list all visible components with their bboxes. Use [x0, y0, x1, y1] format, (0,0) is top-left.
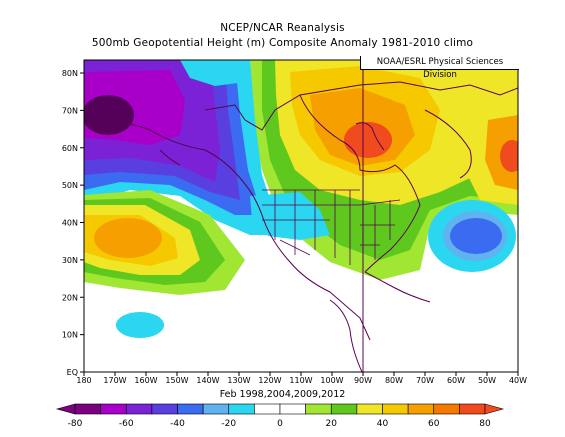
longitude-label: 80W — [385, 376, 403, 385]
atlantic-trough-blue — [450, 218, 502, 254]
latitude-label: 40N — [62, 219, 78, 228]
longitude-label: 70W — [416, 376, 434, 385]
colorbar-tick-label: -60 — [119, 419, 134, 429]
longitude-axis: 180 170W 160W 150W 140W 130W 120W 110W 100W 90W 80… — [76, 372, 527, 385]
colorbar-segment — [459, 403, 486, 415]
longitude-label: 130W — [227, 376, 250, 385]
colorbar-segment — [382, 403, 409, 415]
latitude-axis: 80N 70N 60N 50N 40N 30N 20N 10N EQ — [62, 69, 84, 377]
southwest-low-cyan — [250, 192, 330, 240]
credit-label: NOAA/ESRL Physical Sciences Division — [360, 56, 519, 80]
figure-title: NCEP/NCAR Reanalysis — [220, 22, 345, 34]
latitude-label: 50N — [62, 181, 78, 190]
latitude-label: 20N — [62, 293, 78, 302]
longitude-label: 180 — [76, 376, 91, 385]
latitude-label: 10N — [62, 331, 78, 340]
colorbar-high-arrow — [484, 403, 505, 415]
latitude-label: 70N — [62, 106, 78, 115]
longitude-label: 60W — [447, 376, 465, 385]
longitude-label: 150W — [165, 376, 188, 385]
colorbar-segment — [228, 403, 255, 415]
colorbar-segment — [254, 403, 281, 415]
colorbar-tick-label: -20 — [221, 419, 236, 429]
colorbar-segment — [177, 403, 204, 415]
longitude-label: 120W — [258, 376, 281, 385]
ridge-core-red — [344, 122, 392, 158]
colorbar-segment — [407, 403, 435, 415]
colorbar-tick-label: 40 — [377, 419, 389, 429]
colorbar-segment — [356, 403, 383, 415]
colorbar-segment — [279, 403, 306, 415]
pacific-ridge-orange — [94, 218, 162, 258]
latitude-label: 30N — [62, 256, 78, 265]
longitude-label: 160W — [134, 376, 157, 385]
state-borders — [262, 189, 401, 265]
trough-cyan-arctic — [180, 60, 250, 86]
colorbar-tick-label: 0 — [277, 419, 283, 429]
latitude-label: 60N — [62, 144, 78, 153]
longitude-label: 110W — [289, 376, 312, 385]
colorbar-tick-label: 20 — [326, 419, 338, 429]
colorbar-tick-label: -80 — [68, 419, 83, 429]
colorbar-segment — [305, 403, 332, 415]
atlantic-ridge-red — [500, 140, 518, 172]
colorbar-segment — [330, 403, 358, 415]
figure-subtitle: 500mb Geopotential Height (m) Composite … — [91, 37, 474, 49]
longitude-label: 100W — [320, 376, 343, 385]
colorbar-tick-label: 60 — [428, 419, 440, 429]
date-caption: Feb 1998,2004,2009,2012 — [219, 389, 346, 400]
longitude-label: 170W — [103, 376, 126, 385]
longitude-label: 50W — [478, 376, 496, 385]
colorbar-segment — [202, 403, 230, 415]
colorbar-segment — [125, 403, 153, 415]
latitude-label: 80N — [62, 69, 78, 78]
colorbar-tick-label: -40 — [170, 419, 185, 429]
latitude-label: EQ — [67, 368, 78, 377]
colorbar-tick-label: 80 — [479, 419, 491, 429]
coastline-layer — [84, 81, 518, 372]
colorbar-low-arrow — [55, 403, 76, 415]
colorbar-segment — [74, 403, 101, 415]
colorbar-segment — [433, 403, 460, 415]
longitude-label: 40W — [509, 376, 527, 385]
longitude-label: 140W — [196, 376, 219, 385]
colorbar-segment — [100, 403, 127, 415]
longitude-label: 90W — [354, 376, 372, 385]
colorbar-segment — [151, 403, 178, 415]
trough-core-dark — [84, 95, 134, 135]
tropical-low-cyan — [116, 312, 164, 338]
